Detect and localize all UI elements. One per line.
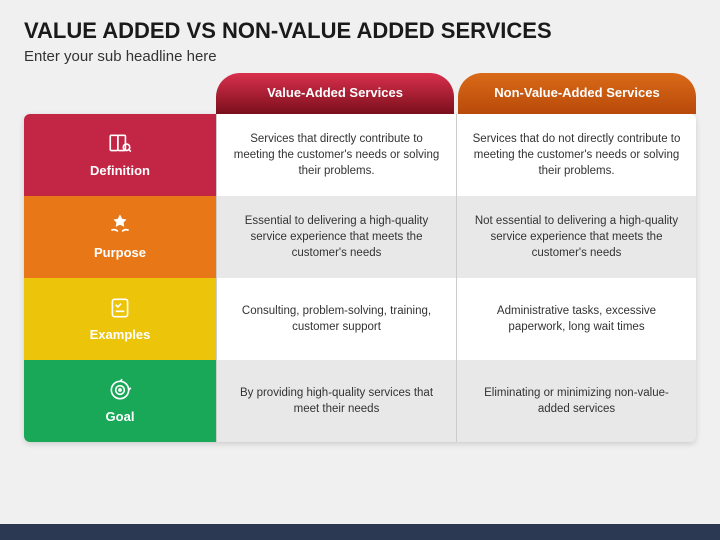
cell-examples-nva: Administrative tasks, excessive paperwor…: [456, 278, 696, 360]
column-header-value-added: Value-Added Services: [216, 73, 454, 114]
row-label-text: Purpose: [94, 245, 146, 260]
cell-purpose-nva: Not essential to delivering a high-quali…: [456, 196, 696, 278]
table-row: Goal By providing high-quality services …: [24, 360, 696, 442]
comparison-table: Value-Added Services Non-Value-Added Ser…: [0, 73, 720, 442]
table-row: Examples Consulting, problem-solving, tr…: [24, 278, 696, 360]
target-icon: [107, 377, 133, 403]
row-label-goal: Goal: [24, 360, 216, 442]
cell-goal-va: By providing high-quality services that …: [216, 360, 456, 442]
row-label-purpose: Purpose: [24, 196, 216, 278]
row-label-text: Definition: [90, 163, 150, 178]
page-subtitle: Enter your sub headline here: [24, 48, 696, 65]
cell-goal-nva: Eliminating or minimizing non-value-adde…: [456, 360, 696, 442]
page-title: VALUE ADDED VS NON-VALUE ADDED SERVICES: [24, 18, 696, 44]
footer-bar: [0, 524, 720, 540]
cell-definition-va: Services that directly contribute to mee…: [216, 114, 456, 196]
table-row: Definition Services that directly contri…: [24, 114, 696, 196]
book-search-icon: [107, 131, 133, 157]
checklist-icon: [107, 295, 133, 321]
row-label-definition: Definition: [24, 114, 216, 196]
row-label-text: Examples: [90, 327, 151, 342]
cell-examples-va: Consulting, problem-solving, training, c…: [216, 278, 456, 360]
column-header-non-value-added: Non-Value-Added Services: [458, 73, 696, 114]
table-row: Purpose Essential to delivering a high-q…: [24, 196, 696, 278]
row-label-text: Goal: [106, 409, 135, 424]
cell-purpose-va: Essential to delivering a high-quality s…: [216, 196, 456, 278]
hands-star-icon: [107, 213, 133, 239]
row-label-examples: Examples: [24, 278, 216, 360]
cell-definition-nva: Services that do not directly contribute…: [456, 114, 696, 196]
